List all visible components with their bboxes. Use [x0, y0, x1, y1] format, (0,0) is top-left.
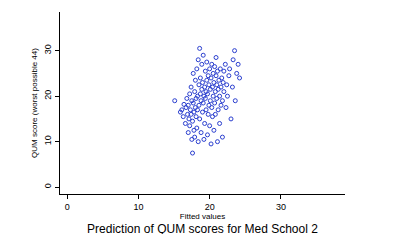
- svg-text:20: 20: [43, 90, 53, 100]
- svg-text:20: 20: [205, 202, 215, 212]
- svg-text:10: 10: [43, 135, 53, 145]
- svg-text:Fitted values: Fitted values: [180, 212, 225, 221]
- svg-text:10: 10: [133, 202, 143, 212]
- svg-text:QUM score (worst possible 44): QUM score (worst possible 44): [30, 48, 39, 158]
- svg-text:30: 30: [276, 202, 286, 212]
- svg-text:30: 30: [43, 44, 53, 54]
- svg-text:0: 0: [65, 202, 70, 212]
- svg-text:0: 0: [43, 183, 53, 188]
- svg-text:Prediction of QUM scores for M: Prediction of QUM scores for Med School …: [87, 222, 318, 234]
